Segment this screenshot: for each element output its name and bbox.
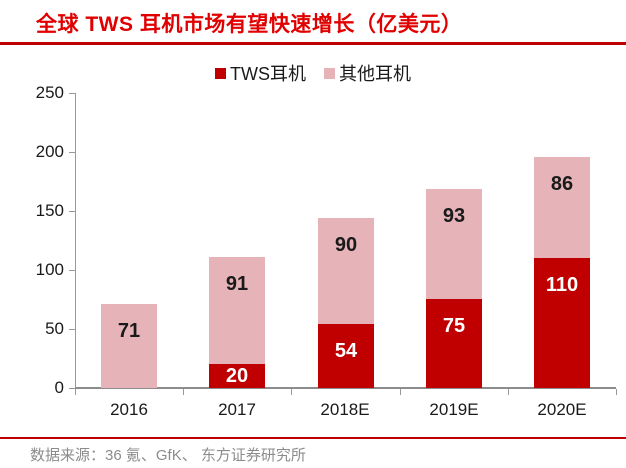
legend-label: TWS耳机 — [230, 64, 306, 84]
y-axis-tick-label: 200 — [35, 142, 64, 161]
bar-value-label: 20 — [225, 365, 249, 387]
x-axis-tick-mark — [508, 389, 509, 395]
x-axis-tick-mark — [183, 389, 184, 395]
bar-value-label: 54 — [334, 340, 358, 362]
bar-segment-other — [426, 189, 482, 299]
bar-value-label: 91 — [225, 273, 249, 295]
data-source-note: 数据来源：36 氪、GfK、 东方证券研究所 — [30, 447, 306, 464]
x-axis-tick-mark — [400, 389, 401, 395]
bar-segment-other — [209, 257, 265, 364]
legend-item-1: 其他耳机 — [324, 60, 411, 86]
y-axis-tick-mark — [69, 388, 75, 389]
legend-swatch-icon — [324, 67, 335, 79]
x-axis-category-label: 2020E — [537, 400, 587, 419]
bar-segment-tws — [318, 324, 374, 388]
x-axis-category-label: 2016 — [110, 400, 148, 419]
x-axis-category-label: 2019E — [429, 400, 479, 419]
bar-value-label: 71 — [117, 320, 141, 342]
y-axis-tick-label: 0 — [54, 378, 64, 397]
bar-segment-other — [534, 157, 590, 258]
y-axis-tick-mark — [69, 152, 75, 153]
bar-value-label: 75 — [442, 315, 466, 337]
x-axis-category-label: 2017 — [218, 400, 256, 419]
bar-value-label: 110 — [545, 274, 579, 296]
legend-swatch-icon — [215, 67, 226, 79]
x-axis-category-label: 2018E — [320, 400, 370, 419]
footer-divider-line — [0, 437, 626, 439]
legend-label: 其他耳机 — [339, 64, 411, 84]
bar-segment-tws — [534, 258, 590, 388]
y-axis-tick-mark — [69, 93, 75, 94]
bar-value-label: 90 — [334, 234, 358, 256]
bar-segment-tws — [426, 299, 482, 388]
y-axis-tick-label: 50 — [45, 319, 64, 338]
title-divider-line — [0, 42, 626, 45]
y-axis-line — [75, 93, 76, 388]
y-axis-tick-mark — [69, 270, 75, 271]
x-axis-line — [75, 387, 616, 389]
bar-value-label: 86 — [550, 173, 574, 195]
x-axis-tick-mark — [291, 389, 292, 395]
bar-segment-tws — [209, 364, 265, 388]
legend-item-0: TWS耳机 — [215, 60, 306, 86]
bar-value-label: 93 — [442, 205, 466, 227]
y-axis-tick-mark — [69, 211, 75, 212]
y-axis-tick-mark — [69, 329, 75, 330]
bar-segment-other — [101, 304, 157, 388]
chart-legend: TWS耳机 其他耳机 — [0, 60, 626, 86]
y-axis-tick-label: 100 — [35, 260, 64, 279]
bar-segment-other — [318, 218, 374, 324]
x-axis-tick-mark — [75, 389, 76, 395]
y-axis-tick-label: 250 — [35, 83, 64, 102]
y-axis-tick-label: 150 — [35, 201, 64, 220]
x-axis-tick-mark — [616, 389, 617, 395]
chart-title: 全球 TWS 耳机市场有望快速增长（亿美元） — [36, 13, 463, 36]
